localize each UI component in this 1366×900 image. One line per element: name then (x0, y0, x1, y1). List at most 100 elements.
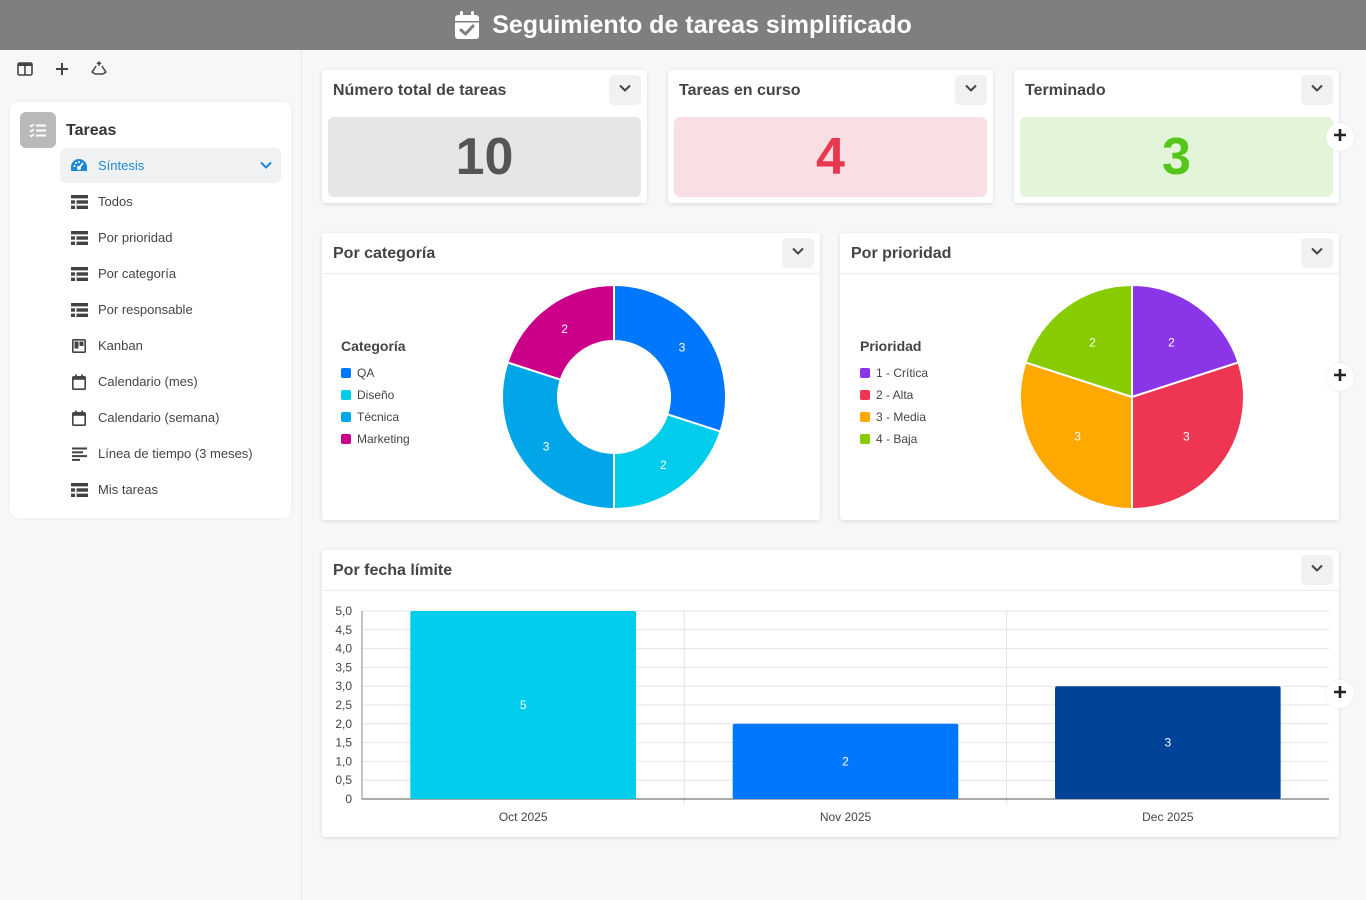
pie-slice-0[interactable] (1131, 283, 1240, 399)
table-icon (70, 302, 88, 317)
calendar-check-icon (454, 10, 480, 40)
plus-icon (1333, 128, 1347, 147)
nav-section-tareas[interactable]: Tareas (20, 112, 116, 148)
legend-item[interactable]: 1 - Crítica (860, 362, 928, 384)
card-divider (322, 273, 820, 274)
app-header: Seguimiento de tareas simplificado (0, 0, 1366, 50)
add-widget-button[interactable] (1326, 680, 1354, 708)
y-tick-label: 4,0 (335, 642, 352, 656)
sidebar-item-por-categoria[interactable]: Por categoría (60, 256, 281, 291)
bar-0[interactable] (410, 611, 636, 799)
plus-icon (1333, 685, 1347, 704)
chevron-down-icon (1310, 81, 1324, 100)
add-widget-button[interactable] (1326, 123, 1354, 151)
bar-2[interactable] (1055, 686, 1281, 799)
table-icon (70, 194, 88, 209)
x-tick-label: Dec 2025 (1142, 810, 1194, 824)
legend-swatch (341, 368, 351, 378)
plus-icon (55, 62, 69, 81)
sidebar-item-label: Kanban (98, 338, 143, 353)
legend-item[interactable]: 3 - Media (860, 406, 928, 428)
y-tick-label: 0 (345, 792, 352, 806)
sidebar-toggle-button[interactable] (8, 58, 41, 84)
timeline-icon (70, 447, 88, 461)
legend-item[interactable]: Diseño (341, 384, 410, 406)
bar-1[interactable] (732, 723, 959, 799)
legend-title: Prioridad (860, 338, 922, 354)
card-menu-button[interactable] (1301, 75, 1333, 105)
sidebar-item-label: Por prioridad (98, 230, 173, 245)
chevron-down-icon (259, 158, 273, 175)
pie-slice-3[interactable] (1024, 283, 1133, 399)
legend-label: Diseño (357, 388, 395, 402)
sidebar-item-mis-tareas[interactable]: Mis tareas (60, 472, 281, 507)
legend-label: 2 - Alta (876, 388, 914, 402)
card-menu-button[interactable] (1301, 555, 1333, 585)
card-menu-button[interactable] (609, 75, 641, 105)
pie-slice-label-3: 2 (1089, 336, 1096, 350)
sidebar-item-calendario-semana[interactable]: Calendario (semana) (60, 400, 281, 435)
donut-slice-3[interactable] (506, 283, 615, 381)
y-tick-label: 2,5 (335, 698, 352, 712)
legend-item[interactable]: Técnica (341, 406, 410, 428)
card-title: Número total de tareas (333, 82, 507, 99)
plus-icon (1333, 368, 1347, 387)
legend-swatch (860, 412, 870, 422)
pie-slice-2[interactable] (1020, 361, 1133, 511)
chart-legend: Prioridad 1 - Crítica 2 - Alta 3 - Media… (860, 338, 928, 450)
bar-value-label: 3 (1164, 736, 1171, 750)
legend-swatch (860, 434, 870, 444)
kanban-icon (70, 338, 88, 353)
legend-swatch (860, 368, 870, 378)
donut-slice-2[interactable] (502, 361, 615, 511)
donut-chart: 3 2 3 2 (502, 283, 727, 511)
sidebar-item-por-prioridad[interactable]: Por prioridad (60, 220, 281, 255)
kpi-card-en-curso: Tareas en curso 4 (668, 70, 993, 203)
donut-slice-1[interactable] (613, 413, 722, 511)
chevron-down-icon (791, 244, 805, 263)
pie-slice-label-2: 3 (1074, 429, 1081, 443)
table-icon (70, 230, 88, 245)
sidebar-item-label: Todos (98, 194, 133, 209)
page-title: Seguimiento de tareas simplificado (492, 10, 912, 39)
add-button[interactable] (45, 58, 78, 84)
sidebar-item-linea-de-tiempo[interactable]: Línea de tiempo (3 meses) (60, 436, 281, 471)
legend-item[interactable]: Marketing (341, 428, 410, 450)
sidebar-item-kanban[interactable]: Kanban (60, 328, 281, 363)
kpi-card-terminado: Terminado 3 (1014, 70, 1339, 203)
sidebar-item-label: Por categoría (98, 266, 177, 281)
y-tick-label: 0,5 (335, 773, 352, 787)
legend-item[interactable]: 4 - Baja (860, 428, 928, 450)
sidebar-item-label: Mis tareas (98, 482, 158, 497)
sidebar-item-calendario-mes[interactable]: Calendario (mes) (60, 364, 281, 399)
chevron-down-icon (1310, 561, 1324, 580)
sidebar-item-todos[interactable]: Todos (60, 184, 281, 219)
legend-item[interactable]: 2 - Alta (860, 384, 928, 406)
sidebar-toolbar (8, 58, 115, 84)
y-tick-label: 3,0 (335, 679, 352, 693)
chart-legend: Categoría QA Diseño Técnica Marketing (341, 338, 410, 450)
card-menu-button[interactable] (1301, 238, 1333, 268)
donut-slice-0[interactable] (613, 283, 727, 433)
legend-item[interactable]: QA (341, 362, 410, 384)
card-menu-button[interactable] (782, 238, 814, 268)
bar-value-label: 2 (842, 754, 849, 768)
kpi-value: 10 (328, 117, 641, 197)
donut-slice-label-3: 2 (561, 322, 568, 336)
legend-label: Marketing (357, 432, 410, 446)
card-menu-button[interactable] (955, 75, 987, 105)
recycle-button[interactable] (82, 58, 115, 84)
pie-slice-1[interactable] (1131, 361, 1245, 511)
add-widget-button[interactable] (1326, 363, 1354, 391)
sidebar-item-sintesis[interactable]: Síntesis (60, 148, 281, 183)
pie-slice-label-0: 2 (1168, 336, 1175, 350)
pie-chart: 2 3 3 2 (1020, 283, 1245, 511)
legend-swatch (860, 390, 870, 400)
sidebar-item-label: Síntesis (98, 158, 145, 173)
legend-swatch (341, 390, 351, 400)
x-tick-label: Oct 2025 (499, 810, 548, 824)
sidebar-item-por-responsable[interactable]: Por responsable (60, 292, 281, 327)
y-tick-label: 5,0 (335, 604, 352, 618)
legend-label: 3 - Media (876, 410, 927, 424)
sidebar-item-label: Calendario (semana) (98, 410, 220, 425)
